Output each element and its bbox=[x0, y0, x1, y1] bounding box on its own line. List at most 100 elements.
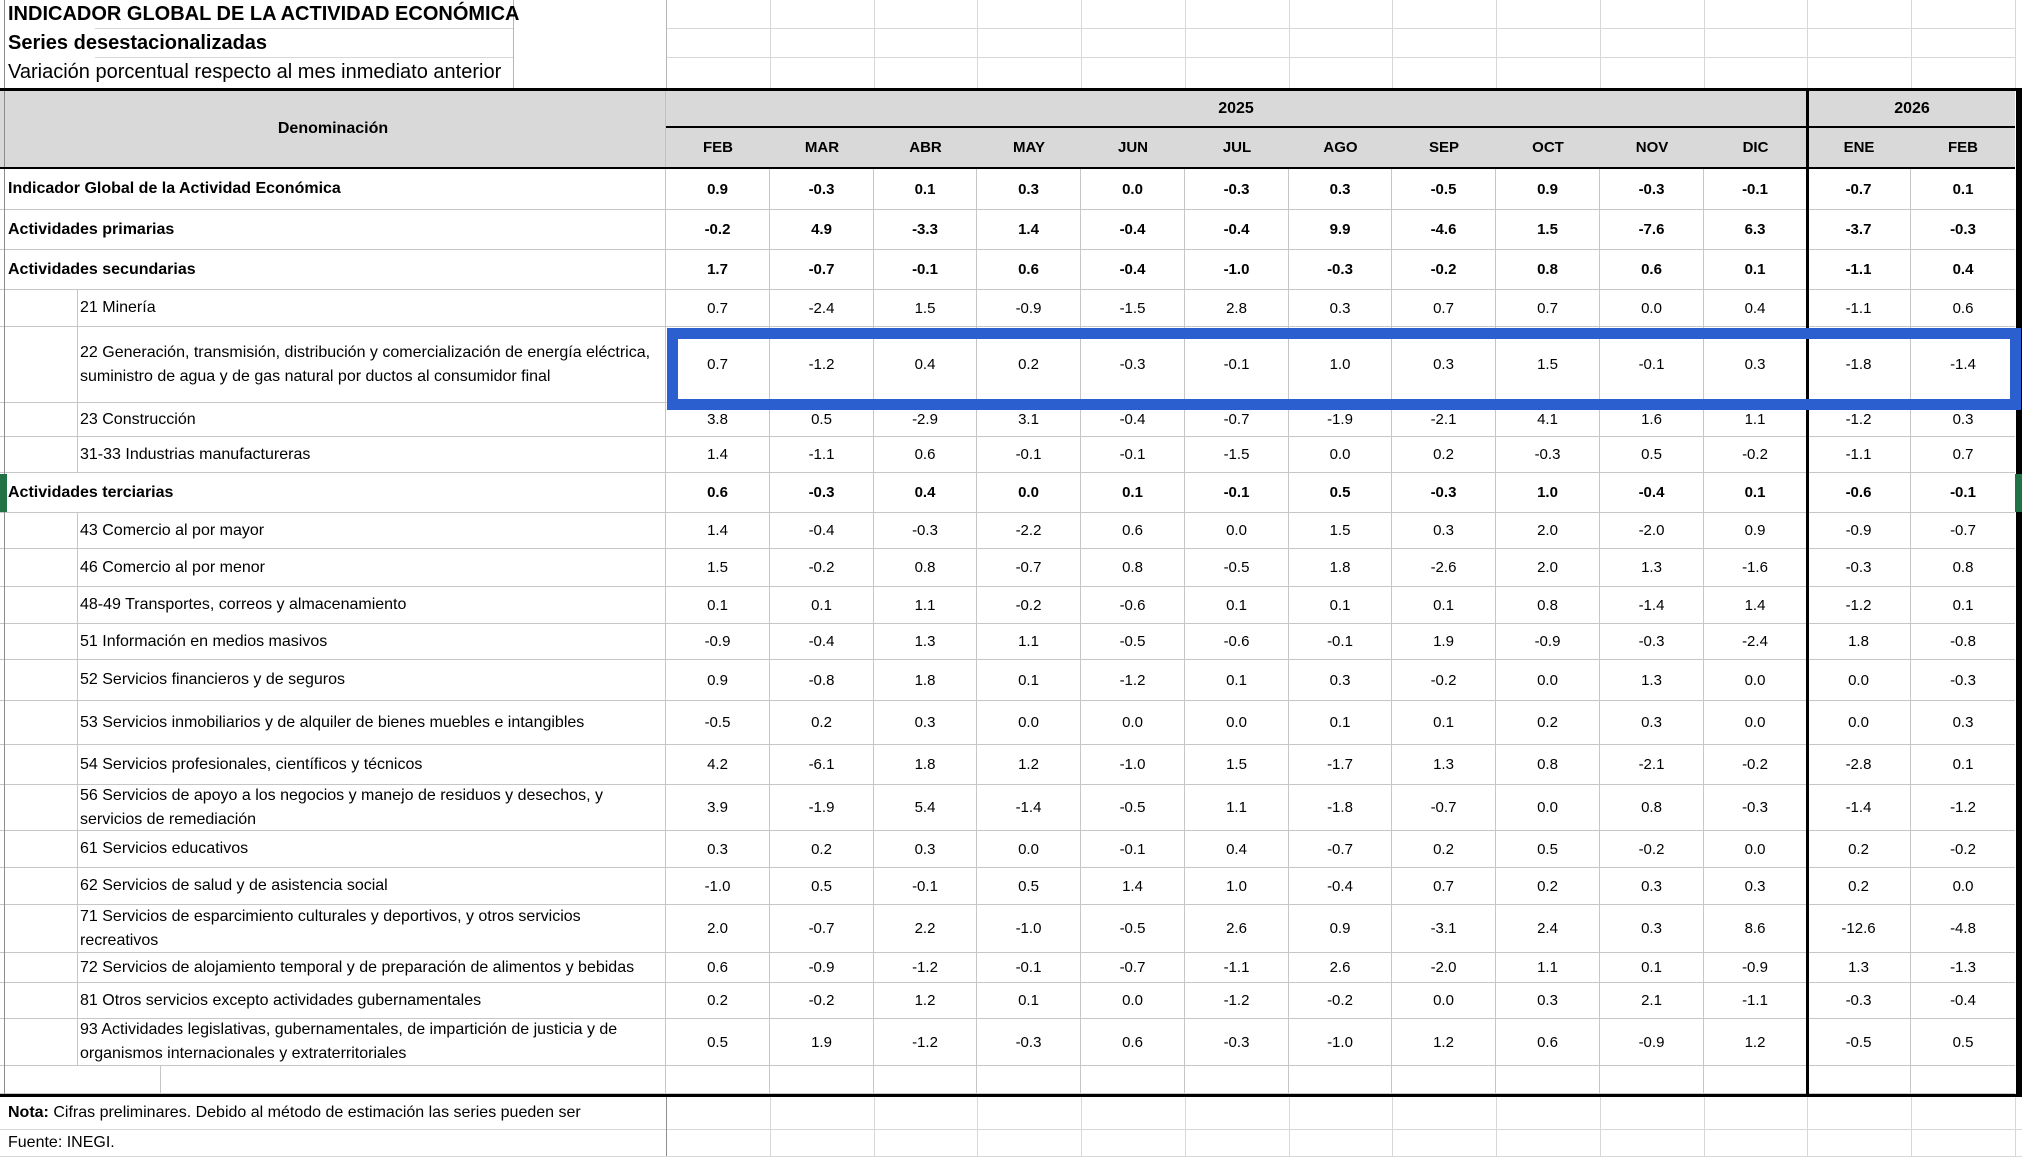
month-header-2026-ene[interactable]: ENE bbox=[1843, 139, 1875, 156]
data-cell[interactable]: 1.1 bbox=[1185, 785, 1289, 830]
data-cell[interactable]: 0.1 bbox=[977, 983, 1081, 1018]
data-cell[interactable]: 1.1 bbox=[1496, 953, 1600, 982]
data-cell[interactable]: -6.1 bbox=[770, 745, 874, 784]
data-cell[interactable]: 0.7 bbox=[1952, 446, 1974, 463]
data-cell[interactable]: 0.3 bbox=[1289, 660, 1392, 700]
data-cell[interactable]: 0.1 bbox=[1704, 473, 1807, 512]
row-label[interactable]: Actividades terciarias bbox=[0, 473, 666, 512]
data-cell[interactable]: 8.6 bbox=[1704, 905, 1807, 952]
data-cell[interactable]: -0.3 bbox=[1600, 169, 1704, 209]
data-cell[interactable]: 1.8 bbox=[874, 745, 977, 784]
data-cell[interactable]: -1.8 bbox=[1807, 327, 1911, 402]
data-cell[interactable]: 1.9 bbox=[770, 1019, 874, 1065]
data-cell[interactable]: -0.3 bbox=[1807, 983, 1911, 1018]
data-cell[interactable]: -1.6 bbox=[1704, 549, 1807, 586]
data-cell[interactable]: -0.2 bbox=[770, 983, 874, 1018]
empty-cell[interactable] bbox=[1704, 1066, 1807, 1093]
data-cell[interactable]: 0.7 bbox=[1496, 290, 1600, 326]
data-cell[interactable]: -0.5 bbox=[1081, 624, 1185, 659]
data-cell[interactable]: -0.3 bbox=[1704, 785, 1807, 830]
data-cell[interactable]: 0.6 bbox=[874, 437, 977, 472]
data-cell[interactable]: 0.2 bbox=[770, 831, 874, 867]
data-cell[interactable]: 1.3 bbox=[1600, 549, 1704, 586]
data-cell[interactable]: 2.0 bbox=[1496, 549, 1600, 586]
data-cell[interactable]: -1.3 bbox=[1950, 959, 1976, 976]
data-cell[interactable]: 1.3 bbox=[1600, 660, 1704, 700]
data-cell[interactable]: -1.2 bbox=[1807, 403, 1911, 436]
data-cell[interactable]: -2.8 bbox=[1807, 745, 1911, 784]
data-cell[interactable]: -1.2 bbox=[1185, 983, 1289, 1018]
data-cell[interactable]: 2.0 bbox=[666, 905, 770, 952]
data-cell[interactable]: 0.3 bbox=[977, 169, 1081, 209]
data-cell[interactable]: -1.2 bbox=[770, 327, 874, 402]
empty-cell[interactable] bbox=[770, 1066, 874, 1093]
data-cell[interactable]: -1.0 bbox=[1185, 250, 1289, 289]
data-cell[interactable]: -0.9 bbox=[1600, 1019, 1704, 1065]
data-cell[interactable]: -0.2 bbox=[1950, 840, 1976, 858]
data-cell[interactable]: -0.1 bbox=[1185, 473, 1289, 512]
data-cell[interactable]: -0.2 bbox=[770, 549, 874, 586]
data-cell[interactable]: -1.8 bbox=[1289, 785, 1392, 830]
note-cell[interactable]: Nota: Cifras preliminares. Debido al mét… bbox=[0, 1097, 666, 1129]
data-cell[interactable]: 0.1 bbox=[1704, 250, 1807, 289]
data-cell[interactable]: 5.4 bbox=[874, 785, 977, 830]
month-header-2025-dic[interactable]: DIC bbox=[1742, 139, 1769, 156]
data-cell[interactable]: -0.9 bbox=[1496, 624, 1600, 659]
data-cell[interactable]: 2.0 bbox=[1496, 513, 1600, 548]
data-cell[interactable]: 0.2 bbox=[1392, 831, 1496, 867]
data-cell[interactable]: 0.9 bbox=[1496, 169, 1600, 209]
year-header-2026[interactable]: 2026 bbox=[1894, 99, 1930, 117]
data-cell[interactable]: 0.3 bbox=[1600, 868, 1704, 904]
row-label[interactable]: 53 Servicios inmobiliarios y de alquiler… bbox=[0, 701, 666, 744]
data-cell[interactable]: -0.7 bbox=[977, 549, 1081, 586]
data-cell[interactable]: 0.5 bbox=[1600, 437, 1704, 472]
data-cell[interactable]: -0.2 bbox=[1600, 831, 1704, 867]
month-header-2025-jul[interactable]: JUL bbox=[1222, 139, 1252, 156]
row-label[interactable]: 54 Servicios profesionales, científicos … bbox=[0, 745, 666, 784]
empty-cell[interactable] bbox=[874, 1066, 977, 1093]
data-cell[interactable]: -1.2 bbox=[874, 953, 977, 982]
row-label[interactable]: 72 Servicios de alojamiento temporal y d… bbox=[0, 953, 666, 982]
month-header-2025-sep[interactable]: SEP bbox=[1428, 139, 1459, 156]
empty-cell[interactable] bbox=[977, 1066, 1081, 1093]
data-cell[interactable]: -2.4 bbox=[1704, 624, 1807, 659]
data-cell[interactable]: -0.1 bbox=[1600, 327, 1704, 402]
data-cell[interactable]: -0.6 bbox=[1081, 587, 1185, 623]
data-cell[interactable]: -1.4 bbox=[1807, 785, 1911, 830]
data-cell[interactable]: -0.2 bbox=[1704, 745, 1807, 784]
data-cell[interactable]: 0.8 bbox=[1496, 745, 1600, 784]
data-cell[interactable]: -2.6 bbox=[1392, 549, 1496, 586]
row-label[interactable]: Actividades secundarias bbox=[0, 250, 666, 289]
empty-cell[interactable] bbox=[0, 1066, 666, 1093]
year-header-2025[interactable]: 2025 bbox=[1218, 99, 1254, 117]
data-cell[interactable]: 1.5 bbox=[1496, 210, 1600, 249]
data-cell[interactable]: 3.9 bbox=[666, 785, 770, 830]
data-cell[interactable]: -0.9 bbox=[666, 624, 770, 659]
data-cell[interactable]: -2.0 bbox=[1600, 513, 1704, 548]
data-cell[interactable]: 1.5 bbox=[666, 549, 770, 586]
data-cell[interactable]: 0.0 bbox=[1496, 785, 1600, 830]
data-cell[interactable]: 0.0 bbox=[1807, 660, 1911, 700]
empty-cell[interactable] bbox=[666, 1066, 770, 1093]
data-cell[interactable]: -1.1 bbox=[770, 437, 874, 472]
data-cell[interactable]: 0.0 bbox=[977, 473, 1081, 512]
row-label[interactable]: 52 Servicios financieros y de seguros bbox=[0, 660, 666, 700]
data-cell[interactable]: 0.5 bbox=[1496, 831, 1600, 867]
data-cell[interactable]: 0.1 bbox=[1185, 660, 1289, 700]
data-cell[interactable]: 0.8 bbox=[874, 549, 977, 586]
data-cell[interactable]: 0.3 bbox=[1392, 513, 1496, 548]
row-label[interactable]: 22 Generación, transmisión, distribución… bbox=[0, 327, 666, 402]
data-cell[interactable]: 1.4 bbox=[1704, 587, 1807, 623]
data-cell[interactable]: -0.7 bbox=[770, 250, 874, 289]
data-cell[interactable]: 0.0 bbox=[1704, 831, 1807, 867]
data-cell[interactable]: 2.4 bbox=[1496, 905, 1600, 952]
month-header-2025-mar[interactable]: MAR bbox=[804, 139, 840, 156]
data-cell[interactable]: 1.4 bbox=[1081, 868, 1185, 904]
row-label[interactable]: 48-49 Transportes, correos y almacenamie… bbox=[0, 587, 666, 623]
data-cell[interactable]: 1.6 bbox=[1600, 403, 1704, 436]
data-cell[interactable]: -0.3 bbox=[1950, 671, 1976, 689]
data-cell[interactable]: 4.2 bbox=[666, 745, 770, 784]
data-cell[interactable]: 0.1 bbox=[770, 587, 874, 623]
data-cell[interactable]: -0.9 bbox=[770, 953, 874, 982]
data-cell[interactable]: -0.2 bbox=[1392, 250, 1496, 289]
